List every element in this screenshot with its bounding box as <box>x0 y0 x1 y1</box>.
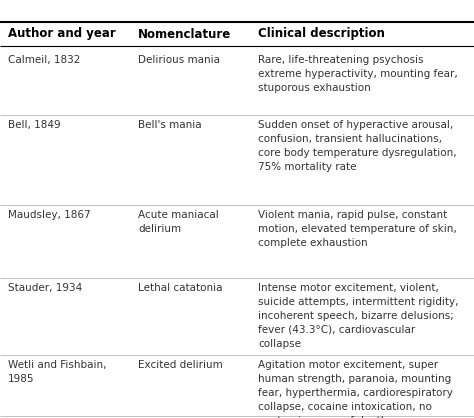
Text: Excited delirium: Excited delirium <box>138 360 223 370</box>
Text: Lethal catatonia: Lethal catatonia <box>138 283 222 293</box>
Text: Nomenclature: Nomenclature <box>138 28 231 41</box>
Text: Rare, life-threatening psychosis
extreme hyperactivity, mounting fear,
stuporous: Rare, life-threatening psychosis extreme… <box>258 55 458 93</box>
Text: Sudden onset of hyperactive arousal,
confusion, transient hallucinations,
core b: Sudden onset of hyperactive arousal, con… <box>258 120 456 172</box>
Text: Bell's mania: Bell's mania <box>138 120 201 130</box>
Text: Stauder, 1934: Stauder, 1934 <box>8 283 82 293</box>
Text: Intense motor excitement, violent,
suicide attempts, intermittent rigidity,
inco: Intense motor excitement, violent, suici… <box>258 283 458 349</box>
Text: Violent mania, rapid pulse, constant
motion, elevated temperature of skin,
compl: Violent mania, rapid pulse, constant mot… <box>258 210 457 248</box>
Text: Author and year: Author and year <box>8 28 116 41</box>
Text: Wetli and Fishbain,
1985: Wetli and Fishbain, 1985 <box>8 360 107 384</box>
Text: Maudsley, 1867: Maudsley, 1867 <box>8 210 91 220</box>
Text: Delirious mania: Delirious mania <box>138 55 220 65</box>
Text: Clinical description: Clinical description <box>258 28 385 41</box>
Text: Agitation motor excitement, super
human strength, paranoia, mounting
fear, hyper: Agitation motor excitement, super human … <box>258 360 453 418</box>
Text: Acute maniacal
delirium: Acute maniacal delirium <box>138 210 219 234</box>
Text: Calmeil, 1832: Calmeil, 1832 <box>8 55 81 65</box>
Text: Bell, 1849: Bell, 1849 <box>8 120 61 130</box>
